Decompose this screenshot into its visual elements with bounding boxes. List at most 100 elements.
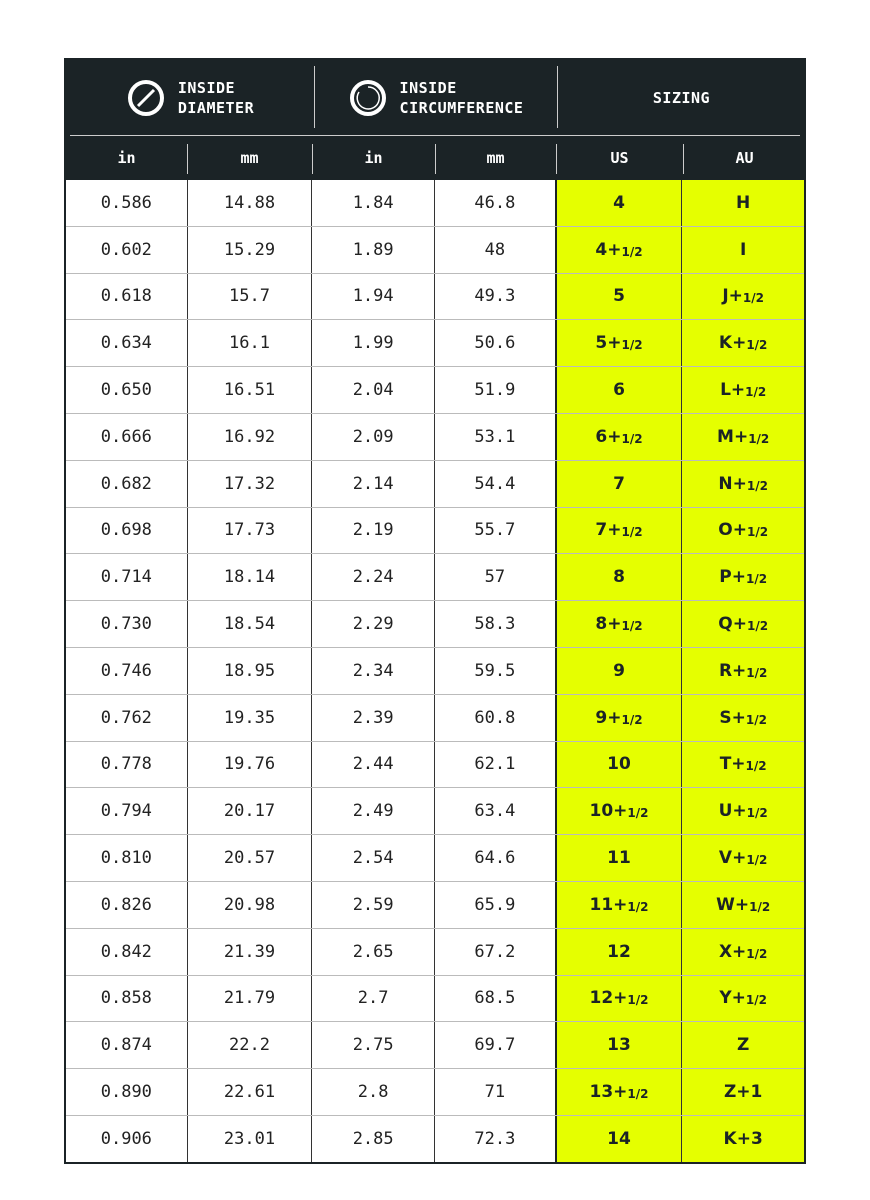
cell-value: 2.34 (352, 660, 394, 681)
cell-c-mm: 53.1 (434, 413, 555, 460)
cell-value: 9 (613, 660, 625, 681)
cell-c-in: 2.19 (311, 507, 434, 554)
cell-fraction: 1/2 (746, 525, 769, 540)
cell-value: 19.35 (223, 707, 276, 728)
cell-c-in: 2.7 (311, 975, 434, 1022)
cell-au: S+ 1/2 (681, 694, 804, 741)
cell-d-mm: 15.7 (186, 273, 312, 320)
cell-value: 0.730 (100, 614, 152, 635)
cell-value: 19.76 (223, 754, 276, 775)
cell-c-mm: 63.4 (434, 788, 555, 835)
cell-value: Z (737, 1035, 750, 1056)
cell-us: 11 (554, 835, 682, 881)
cell-value: Y+ (719, 988, 746, 1009)
cell-value: 9+ (595, 707, 622, 728)
cell-au: I (681, 226, 804, 273)
cell-value: 0.602 (100, 239, 152, 260)
cell-fraction: 1/2 (621, 619, 643, 634)
cell-value: 13 (607, 1035, 631, 1056)
cell-au: H (681, 180, 804, 226)
header-line1: INSIDE (399, 79, 457, 97)
cell-c-mm: 64.6 (434, 835, 555, 881)
header-inside-circumference: INSIDE CIRCUMFERENCE (314, 60, 557, 136)
diameter-icon (127, 80, 164, 116)
cell-au: K+ 1/2 (681, 320, 804, 367)
cell-fraction: 1/2 (749, 899, 771, 914)
cell-c-mm: 54.4 (434, 460, 555, 507)
cell-value: H (736, 192, 751, 213)
cell-au: X+ 1/2 (681, 928, 804, 975)
cell-value: 18.54 (223, 614, 276, 635)
cell-c-mm: 67.2 (434, 928, 555, 975)
cell-us: 12 (554, 928, 682, 975)
table-header: INSIDE DIAMETER INSIDE CIRCUMFERENCE SIZIN… (66, 60, 804, 180)
cell-value: 2.7 (357, 988, 389, 1009)
cell-value: 21.79 (223, 988, 276, 1009)
cell-value: 2.24 (352, 567, 394, 588)
cell-value: O+ (718, 520, 747, 541)
divider (557, 66, 558, 128)
cell-fraction: 1/2 (745, 572, 768, 587)
ring-size-table: INSIDE DIAMETER INSIDE CIRCUMFERENCE SIZIN… (64, 58, 806, 1164)
cell-value: W+ (716, 894, 750, 915)
cell-d-in: 0.650 (66, 367, 187, 413)
cell-value: 16.92 (223, 426, 276, 447)
cell-value: 16.1 (229, 333, 270, 354)
cell-d-mm: 20.17 (186, 788, 312, 835)
cell-d-mm: 17.32 (186, 460, 312, 507)
header-sizing: SIZING (557, 60, 806, 136)
cell-value: 2.19 (352, 520, 394, 541)
cell-us: 7+ 1/2 (554, 507, 682, 554)
cell-c-in: 2.39 (311, 694, 434, 741)
cell-value: 0.650 (100, 380, 152, 401)
cell-au: N+ 1/2 (681, 460, 804, 507)
cell-c-mm: 48 (434, 226, 555, 273)
cell-value: 15.29 (223, 239, 276, 260)
cell-d-in: 0.746 (66, 648, 187, 694)
circumference-icon (349, 80, 386, 116)
cell-d-in: 0.842 (66, 929, 187, 975)
table-row: 0.810 20.57 2.54 64.6 11 V+ 1/2 (66, 834, 804, 881)
cell-au: Z+1 (681, 1069, 804, 1115)
cell-value: 2.29 (352, 614, 394, 635)
header-line2: CIRCUMFERENCE (399, 99, 524, 117)
cell-d-in: 0.762 (66, 695, 187, 741)
cell-value: 12+ (589, 988, 628, 1009)
table-row: 0.650 16.51 2.04 51.9 6 L+ 1/2 (66, 366, 804, 413)
table-row: 0.746 18.95 2.34 59.5 9 R+ 1/2 (66, 646, 804, 694)
cell-d-mm: 18.54 (186, 601, 312, 647)
cell-au: O+ 1/2 (681, 507, 804, 554)
cell-value: 23.01 (223, 1128, 276, 1149)
cell-au: L+ 1/2 (681, 367, 804, 413)
cell-d-mm: 22.61 (186, 1069, 312, 1115)
cell-c-in: 2.24 (311, 554, 434, 601)
cell-value: 0.906 (100, 1128, 152, 1149)
cell-value: 71 (484, 1082, 506, 1103)
cell-d-in: 0.874 (66, 1022, 187, 1068)
cell-fraction: 1/2 (621, 712, 643, 727)
cell-value: 0.586 (100, 192, 152, 213)
cell-value: 2.14 (352, 473, 394, 494)
col-header: US (610, 149, 629, 167)
cell-fraction: 1/2 (621, 431, 643, 446)
cell-us: 8+ 1/2 (554, 601, 682, 647)
cell-value: 58.3 (474, 614, 516, 635)
cell-c-mm: 55.7 (434, 507, 555, 554)
table-row: 0.874 22.2 2.75 69.7 13 Z (66, 1021, 804, 1069)
table-row: 0.586 14.88 1.84 46.8 4 H (66, 180, 804, 226)
divider (70, 135, 800, 136)
cell-d-in: 0.778 (66, 742, 187, 788)
cell-value: 1.89 (352, 239, 394, 260)
cell-fraction: 1/2 (746, 853, 768, 868)
cell-value: V+ (718, 848, 747, 869)
cell-value: 54.4 (474, 473, 516, 494)
cell-c-mm: 72.3 (434, 1115, 555, 1162)
cell-c-mm: 68.5 (434, 975, 555, 1022)
cell-value: 8 (613, 567, 625, 588)
cell-value: 8+ (595, 614, 622, 635)
cell-value: 0.682 (100, 473, 152, 494)
cell-fraction: 1/2 (746, 478, 768, 493)
cell-value: 10+ (589, 801, 628, 822)
cell-value: R+ (718, 660, 747, 681)
cell-value: 46.8 (474, 192, 516, 213)
